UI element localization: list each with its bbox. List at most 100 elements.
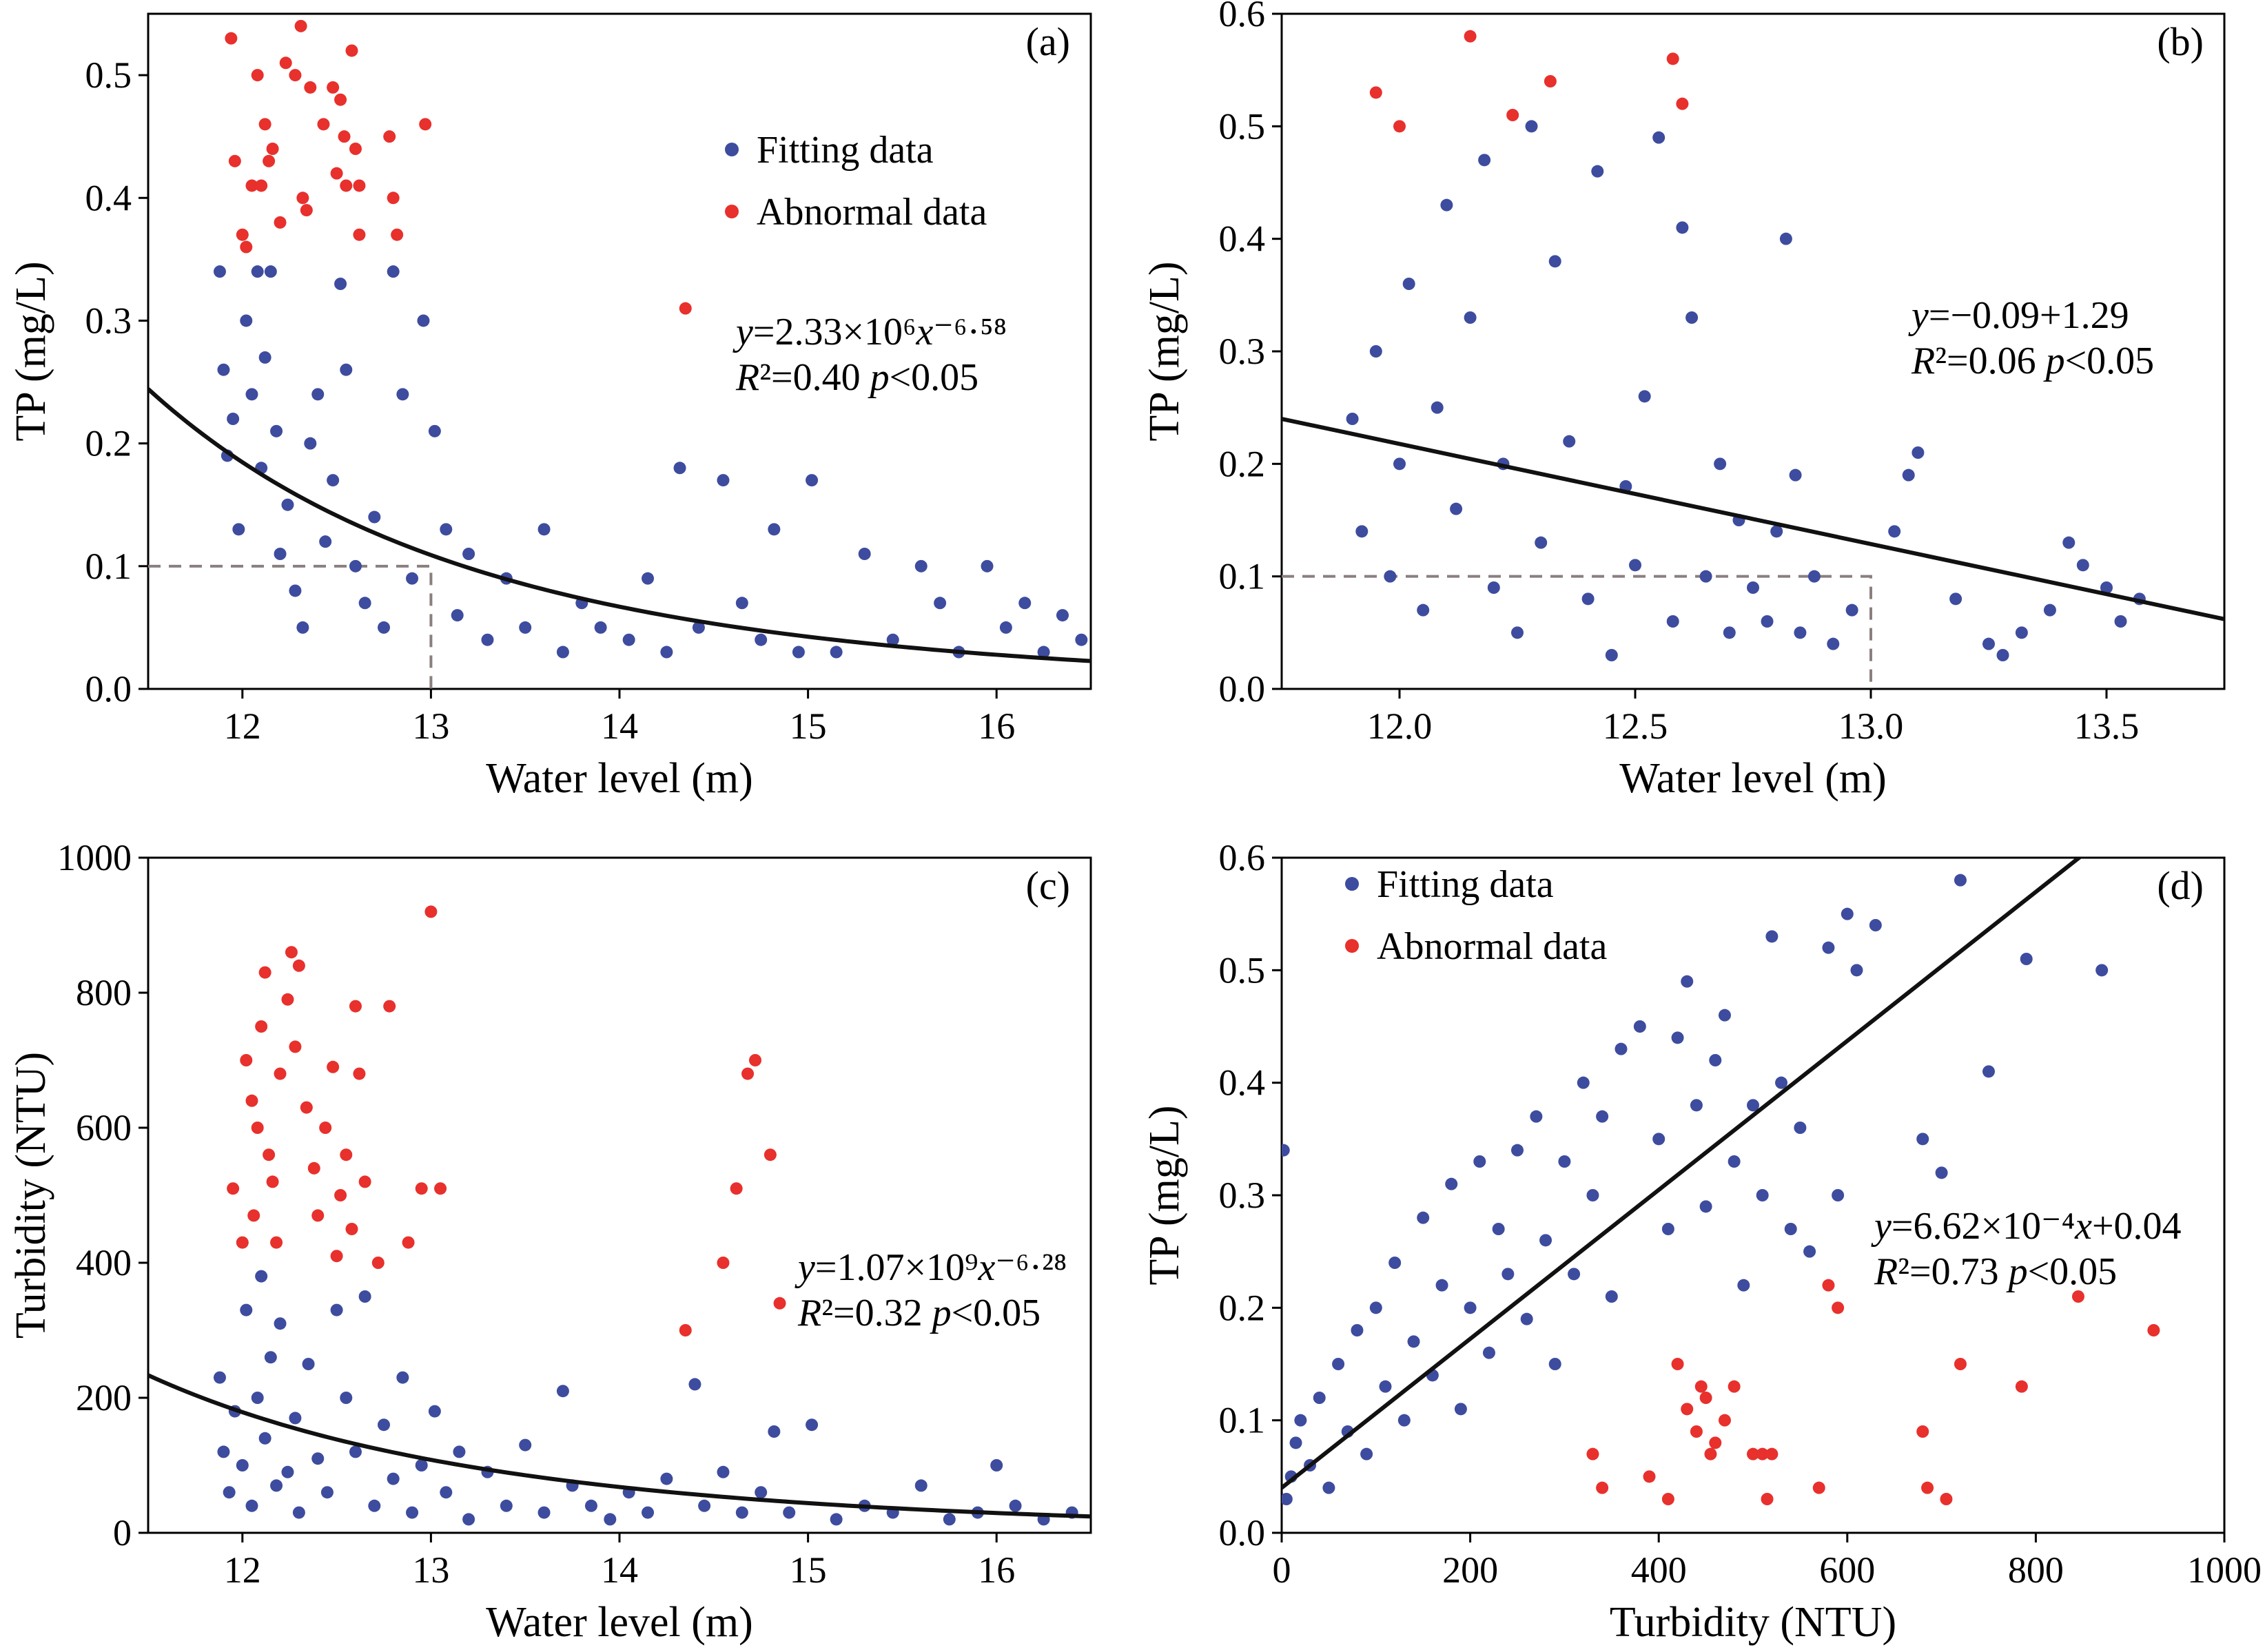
abnormal-point <box>1666 52 1679 65</box>
y-axis-title: TP (mg/L) <box>1141 1105 1188 1285</box>
fitting-point <box>245 1499 258 1512</box>
fitting-point <box>806 1418 819 1432</box>
plot-area <box>1282 858 2160 1505</box>
x-axis-title: Water level (m) <box>486 755 752 802</box>
fitting-point <box>604 1513 617 1526</box>
fitting-point <box>1869 919 1882 931</box>
fitting-point <box>378 621 390 634</box>
fitting-point <box>236 1459 249 1472</box>
threshold-line <box>148 564 433 689</box>
y-tick-label: 0.5 <box>85 54 132 96</box>
abnormal-point <box>349 1000 362 1013</box>
fitting-point <box>792 646 805 659</box>
fitting-point <box>311 1452 325 1465</box>
fitting-point <box>292 1506 305 1519</box>
y-tick-label: 0.6 <box>1219 837 1266 878</box>
abnormal-point <box>1643 1470 1656 1483</box>
fitting-point <box>319 535 332 548</box>
fitting-point <box>255 1270 268 1283</box>
abnormal-point <box>240 1054 253 1066</box>
y-tick-label: 0.5 <box>1219 949 1266 991</box>
fitting-point <box>406 572 419 585</box>
x-tick-label: 12 <box>224 705 261 747</box>
fitting-point <box>340 363 353 376</box>
fitting-point <box>213 1371 226 1384</box>
fitting-point <box>2076 559 2089 572</box>
fitting-point <box>320 1486 334 1499</box>
abnormal-point <box>317 118 330 131</box>
x-tick-label: 14 <box>601 1549 638 1591</box>
fitting-point <box>232 523 245 536</box>
fitting-point <box>1351 1324 1364 1336</box>
panel-c: 12 13 14 15 16 0 200 400 600 800 1000 Water level (… <box>8 837 1092 1646</box>
abnormal-point <box>773 1297 786 1310</box>
fitting-point <box>1360 1447 1373 1460</box>
legend-abnormal-marker <box>725 205 739 218</box>
panel-label: (c) <box>1026 863 1070 908</box>
plot-area <box>1282 30 2224 689</box>
fitting-point <box>1747 581 1759 594</box>
fitting-point <box>368 510 381 524</box>
fitting-point <box>451 609 464 622</box>
abnormal-point <box>327 1060 340 1073</box>
abnormal-point <box>300 1101 313 1114</box>
fitting-point <box>1605 1290 1618 1303</box>
abnormal-point <box>1690 1425 1703 1438</box>
abnormal-point <box>679 1324 692 1336</box>
fitting-point <box>1502 1268 1515 1281</box>
y-tick-label: 0.2 <box>1219 443 1266 484</box>
fitting-point <box>1445 1177 1458 1190</box>
abnormal-point <box>349 143 362 155</box>
y-tick-label: 0.1 <box>1219 1400 1266 1441</box>
fitting-point <box>289 1412 302 1425</box>
fitting-point <box>1629 559 1641 572</box>
fitting-point <box>1850 964 1863 977</box>
abnormal-point <box>334 93 347 106</box>
x-tick-label: 13 <box>412 1549 449 1591</box>
fitting-point <box>1789 468 1802 482</box>
y-tick-label: 0.5 <box>1219 105 1266 147</box>
y-tick-label: 0.0 <box>1219 668 1266 710</box>
fitting-point <box>914 1479 927 1492</box>
fitting-point <box>642 1506 655 1519</box>
fitting-point <box>1728 1155 1741 1168</box>
x-axis-title: Turbidity (NTU) <box>1610 1599 1896 1646</box>
abnormal-point <box>1747 1447 1759 1460</box>
equation-line1: y=6.62×10⁻⁴x+0.04 <box>1871 1205 2182 1248</box>
fitting-point <box>660 1472 673 1485</box>
abnormal-point <box>1681 1403 1694 1416</box>
fitting-point <box>500 1499 513 1512</box>
x-tick-label: 200 <box>1442 1549 1498 1591</box>
legend-fitting-marker <box>725 143 739 156</box>
abnormal-point <box>1765 1447 1779 1460</box>
fitting-point <box>1487 581 1500 594</box>
abnormal-point <box>255 179 268 192</box>
fitting-point <box>1996 649 2009 661</box>
abnormal-point <box>2071 1290 2084 1303</box>
abnormal-point <box>1709 1436 1722 1449</box>
abnormal-point <box>383 130 396 143</box>
fitting-point <box>1699 1200 1712 1213</box>
x-tick-label: 12.0 <box>1367 705 1433 747</box>
fitting-point <box>217 363 230 376</box>
fitting-point <box>2043 603 2056 617</box>
fitting-point <box>1407 1335 1420 1348</box>
plot-area <box>148 905 1091 1526</box>
abnormal-point <box>1756 1447 1769 1460</box>
fitting-point <box>264 265 277 278</box>
fitting-point <box>358 597 371 610</box>
fitting-point <box>227 413 240 425</box>
fitting-point <box>1289 1436 1302 1449</box>
fitting-point <box>735 597 748 610</box>
x-tick-label: 800 <box>2008 1549 2064 1591</box>
fitting-point <box>783 1506 796 1519</box>
fitting-point <box>642 572 655 585</box>
abnormal-point <box>2147 1324 2160 1336</box>
fitting-point <box>768 523 781 536</box>
abnormal-point <box>292 959 305 972</box>
fitting-point <box>1454 1403 1467 1416</box>
fitting-point <box>1666 615 1679 628</box>
fitting-point <box>1009 1499 1022 1512</box>
y-axis-title: TP (mg/L) <box>1141 261 1188 441</box>
fitting-point <box>886 633 899 646</box>
